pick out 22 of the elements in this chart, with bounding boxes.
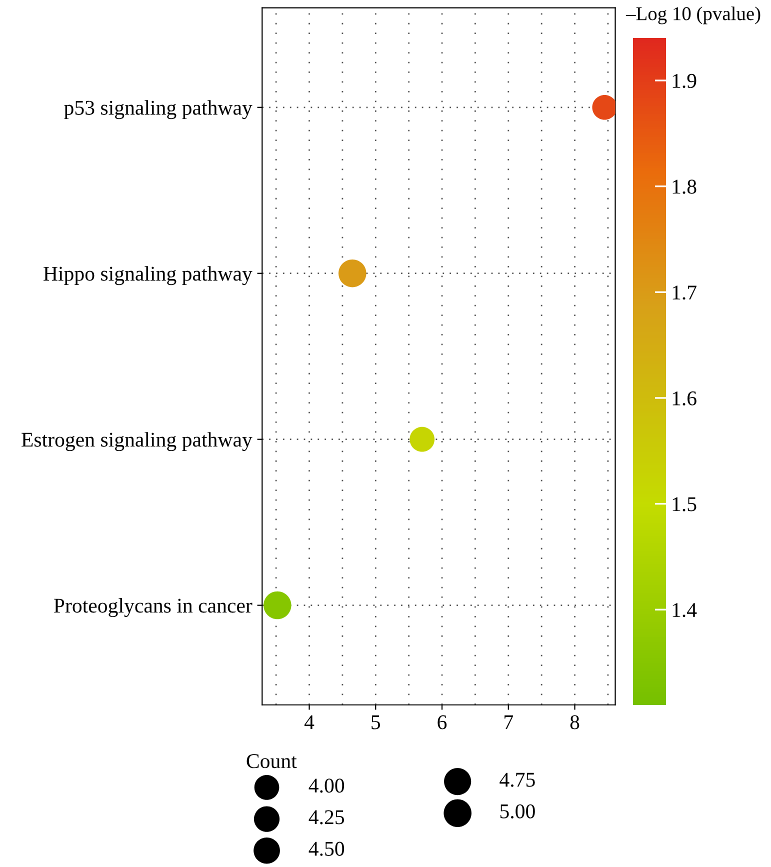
y-tick-label: p53 signaling pathway [64,100,252,120]
color-bar-label: 1.6 [672,391,696,406]
legend-label: 4.75 [500,772,535,787]
legend-title: Count [246,754,297,768]
x-tick-label: 6 [438,715,447,730]
color-bar-label: 1.8 [672,180,696,194]
y-tick-label: Proteoglycans in cancer [54,598,252,618]
color-bar-label: 1.7 [672,286,696,300]
x-tick-label: 7 [504,715,514,730]
color-bar-label: 1.5 [672,497,696,512]
legend-label: 4.00 [308,778,344,793]
y-tick-label: Hippo signaling pathway [44,266,252,286]
color-bar-title: –Log 10 (pvalue) [626,6,760,24]
legend-label: 5.00 [500,804,535,818]
color-bar-label: 1.9 [672,74,696,88]
y-tick-label: Estrogen signaling pathway [22,432,252,452]
x-tick-label: 5 [372,715,380,730]
x-tick-label: 8 [570,715,580,730]
color-bar-label: 1.4 [672,603,697,618]
x-tick-label: 4 [304,715,314,730]
legend-label: 4.25 [308,810,344,824]
legend-label: 4.50 [308,842,344,856]
